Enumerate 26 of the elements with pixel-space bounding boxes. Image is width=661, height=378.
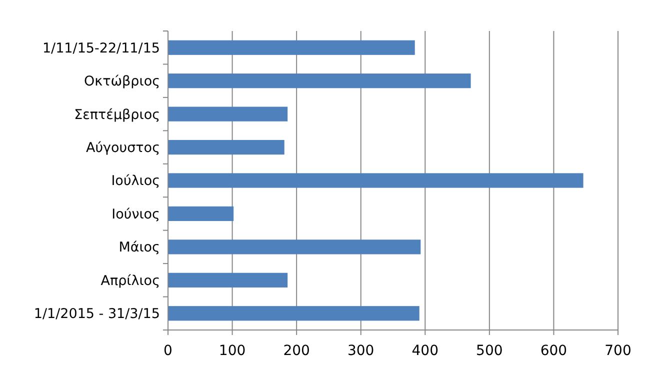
bar (168, 106, 288, 122)
x-tick-label: 100 (218, 343, 246, 359)
x-tick-label: 200 (283, 343, 310, 359)
x-tick-label: 400 (412, 343, 439, 359)
bar (168, 74, 471, 88)
x-tick-label: 500 (476, 343, 503, 359)
y-tick-label: Ιούνιος (112, 206, 160, 222)
bar (168, 240, 421, 254)
y-tick-label: Απρίλιος (100, 272, 160, 289)
y-tick-label: Σεπτέμβριος (74, 106, 160, 123)
bar (168, 140, 284, 155)
bar (168, 173, 584, 188)
x-tick-label: 600 (540, 343, 568, 359)
x-tick-label: 300 (347, 343, 374, 359)
bar (168, 206, 234, 222)
y-tick-label: Οκτώβριος (84, 74, 160, 90)
x-tick-label: 0 (164, 343, 172, 359)
y-tick-label: Μάιος (118, 240, 160, 256)
y-tick-label: Αύγουστος (86, 140, 160, 156)
x-tick-label: 700 (604, 343, 632, 359)
y-tick-label: Ιούλιος (111, 173, 160, 190)
bar (168, 272, 288, 288)
bar (168, 306, 420, 321)
bar (168, 40, 415, 55)
y-tick-label: 1/11/15-22/11/15 (42, 40, 160, 56)
y-tick-label: 1/1/2015 - 31/3/15 (34, 306, 160, 322)
